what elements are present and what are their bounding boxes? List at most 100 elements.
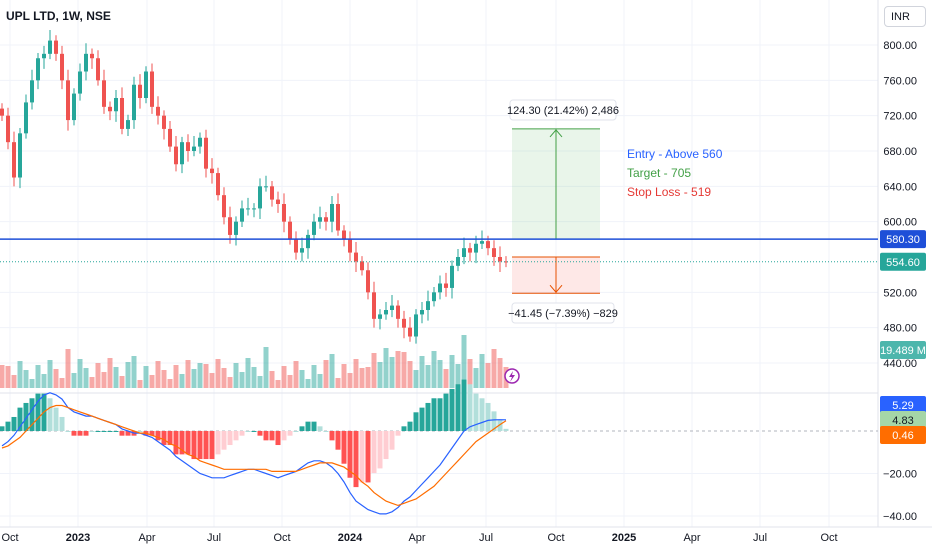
macd-histogram-bar <box>173 431 179 455</box>
volume-bar <box>17 361 23 388</box>
last-price-badge-bg <box>880 252 926 271</box>
candle-body <box>54 40 58 54</box>
macd-histogram-bar <box>389 431 395 450</box>
price-tick-label: 760.00 <box>883 75 917 87</box>
annotation-text: Stop Loss - 519 <box>627 185 711 199</box>
candle-body <box>204 137 208 169</box>
candle-body <box>300 248 304 253</box>
volume-bar <box>203 364 209 388</box>
volume-bar <box>215 359 221 388</box>
candle-body <box>66 80 70 121</box>
volume-bar <box>191 369 197 388</box>
candle-body <box>150 71 154 107</box>
price-tick-label: 600.00 <box>883 217 917 229</box>
macd-histogram-bar <box>317 426 323 431</box>
macd-histogram-bar <box>221 431 227 450</box>
candle-body <box>144 71 148 98</box>
volume-bar <box>353 359 359 388</box>
macd-histogram-bar <box>77 431 83 436</box>
candle-body <box>228 217 232 235</box>
volume-bar <box>455 364 461 388</box>
macd-histogram-bar <box>35 393 41 431</box>
candle-body <box>162 115 166 129</box>
macd-histogram-bar <box>29 398 35 431</box>
volume-bar <box>479 354 485 388</box>
annotation-text: Target - 705 <box>627 166 691 180</box>
volume-bar <box>419 356 425 388</box>
volume-bar <box>359 368 365 388</box>
histogram-value-badge: 4.83 <box>892 415 913 427</box>
macd-histogram-bar <box>437 398 443 431</box>
volume-bar <box>275 380 281 388</box>
price-tick-label: 640.00 <box>883 181 917 193</box>
time-tick-label: Apr <box>138 532 155 544</box>
volume-bar <box>485 363 491 388</box>
candle-body <box>306 234 310 249</box>
candle-body <box>6 115 10 143</box>
macd-histogram-bar <box>323 431 329 432</box>
macd-histogram-bar <box>359 431 365 483</box>
candle-body <box>294 239 298 253</box>
candle-body <box>366 270 370 293</box>
macd-histogram-bar <box>479 398 485 431</box>
candle-body <box>498 257 502 262</box>
candle-body <box>444 283 448 288</box>
volume-bar <box>467 359 473 388</box>
volume-bar <box>47 360 53 388</box>
volume-bar <box>263 347 269 388</box>
macd-histogram-bar <box>335 431 341 450</box>
macd-value-badge-bg <box>880 396 926 414</box>
volume-bar <box>491 349 497 388</box>
volume-bar <box>179 374 185 388</box>
time-tick-label: Jul <box>207 532 221 544</box>
volume-bar <box>77 359 83 388</box>
macd-histogram-bar <box>347 431 353 478</box>
signal-value-badge: 0.46 <box>892 430 913 442</box>
volume-bar <box>437 360 443 388</box>
macd-histogram-bar <box>107 431 113 432</box>
candle-body <box>408 327 412 337</box>
signal-value-badge-bg <box>880 426 926 444</box>
volume-bar <box>245 358 251 388</box>
candle-body <box>414 314 418 337</box>
macd-histogram-bar <box>47 398 53 431</box>
volume-bar <box>119 376 125 388</box>
macd-histogram-bar <box>383 431 389 460</box>
candle-body <box>288 221 292 240</box>
macd-histogram-bar <box>395 431 401 436</box>
volume-bar <box>371 353 377 388</box>
candle-body <box>336 204 340 231</box>
macd-histogram-bar <box>287 431 293 436</box>
macd-histogram-bar <box>251 431 257 432</box>
candle-body <box>426 301 430 310</box>
horizontal-lines <box>0 238 878 263</box>
time-tick-label: Jul <box>753 532 767 544</box>
long-position-tool[interactable] <box>512 128 600 294</box>
candle-body <box>420 310 424 315</box>
candle-body <box>354 252 358 262</box>
macd-value-badge: 5.29 <box>892 400 913 412</box>
volume-bar <box>35 365 41 388</box>
candle-body <box>252 208 256 210</box>
volume-bar <box>0 365 5 388</box>
volume-bar <box>29 379 35 388</box>
candle-body <box>276 199 280 204</box>
candle-body <box>222 195 226 218</box>
candle-body <box>468 248 472 253</box>
currency-button[interactable]: INR <box>884 6 926 27</box>
candle-body <box>216 173 220 196</box>
candle-body <box>84 53 88 72</box>
volume-bar <box>23 370 29 388</box>
volume-bar <box>407 361 413 388</box>
candle-body <box>114 98 118 112</box>
price-tick-label: 680.00 <box>883 146 917 158</box>
candle-body <box>108 106 112 112</box>
candle-body <box>504 261 508 263</box>
volume-bar <box>65 349 71 388</box>
volume-bar <box>329 354 335 388</box>
candle-body <box>210 168 214 174</box>
candle-body <box>456 257 460 266</box>
candle-body <box>348 239 352 253</box>
macd-histogram-bar <box>23 402 29 431</box>
